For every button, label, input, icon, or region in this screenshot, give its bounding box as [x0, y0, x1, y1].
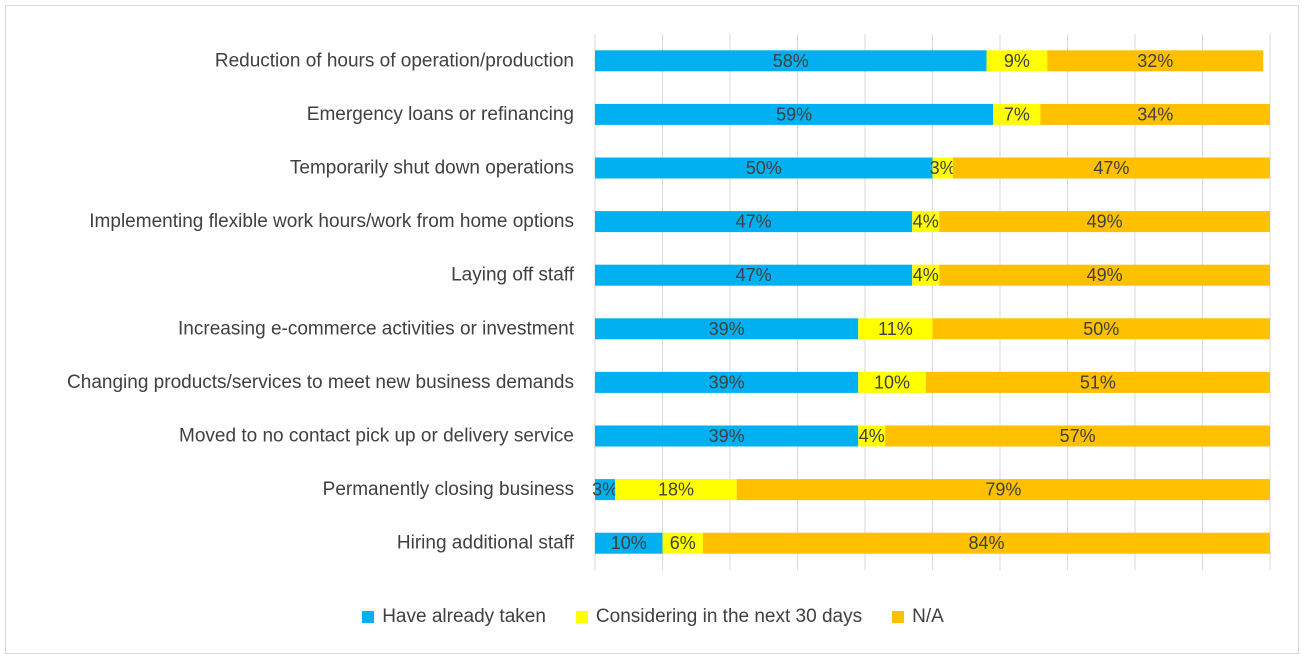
data-label: 4%	[859, 426, 885, 446]
bar-segment	[925, 371, 1270, 393]
bar-segment	[595, 103, 994, 125]
data-label: 18%	[658, 480, 694, 500]
data-label: 3%	[592, 480, 618, 500]
data-label: 47%	[736, 265, 772, 285]
data-label: 10%	[874, 372, 910, 392]
category-label: Changing products/services to meet new b…	[67, 372, 574, 393]
data-label: 49%	[1087, 265, 1123, 285]
bar-segment	[993, 103, 1041, 125]
category-label: Increasing e-commerce activities or inve…	[178, 318, 575, 339]
bar-segment	[858, 371, 926, 393]
data-label: 59%	[776, 104, 812, 124]
category-label: Temporarily shut down operations	[290, 158, 574, 179]
bar-segment	[595, 371, 859, 393]
data-label: 11%	[878, 319, 913, 339]
bar-segment	[595, 425, 859, 447]
bar-segment	[1047, 50, 1264, 72]
data-label: 9%	[1004, 51, 1030, 71]
category-label: Hiring additional staff	[397, 533, 575, 554]
bar-segment	[595, 479, 616, 501]
data-label: 7%	[1004, 104, 1030, 124]
data-label: 39%	[709, 319, 745, 339]
data-label: 57%	[1060, 426, 1096, 446]
data-label: 84%	[968, 533, 1004, 553]
data-label: 50%	[746, 158, 782, 178]
data-label: 51%	[1080, 372, 1116, 392]
legend-item-na: N/A	[892, 606, 944, 628]
legend-swatch-considering	[575, 611, 588, 623]
bar-segment	[595, 318, 859, 340]
bar-segment	[952, 157, 1270, 179]
legend-item-have-already-taken: Have already taken	[362, 606, 546, 628]
data-label: 47%	[1093, 158, 1129, 178]
data-label: 6%	[670, 533, 696, 553]
data-label: 47%	[736, 212, 772, 232]
category-labels: Reduction of hours of operation/producti…	[67, 50, 575, 553]
bar-segment	[662, 532, 703, 554]
category-label: Emergency loans or refinancing	[307, 104, 574, 125]
bar-segment	[912, 211, 940, 233]
data-label: 34%	[1137, 104, 1173, 124]
category-label: Reduction of hours of operation/producti…	[215, 50, 574, 71]
bar-segment	[912, 264, 940, 286]
legend: Have already taken Considering in the ne…	[0, 606, 1306, 628]
bar-segment	[1040, 103, 1270, 125]
category-label: Implementing flexible work hours/work fr…	[89, 211, 574, 232]
bar-segment	[939, 264, 1270, 286]
data-label: 58%	[773, 51, 809, 71]
category-label: Permanently closing business	[323, 479, 574, 500]
data-label: 39%	[709, 372, 745, 392]
bar-segment	[615, 479, 737, 501]
bar-segment	[932, 157, 953, 179]
legend-swatch-have-already-taken	[362, 611, 375, 623]
bar-segment	[595, 157, 933, 179]
data-label: 79%	[985, 480, 1021, 500]
bar-segment	[932, 318, 1270, 340]
legend-label-na: N/A	[912, 606, 944, 627]
data-label: 4%	[913, 212, 939, 232]
legend-swatch-na	[892, 611, 905, 623]
data-label: 32%	[1137, 51, 1173, 71]
bar-segment	[986, 50, 1048, 72]
bar-segment	[885, 425, 1270, 447]
bar-segment	[939, 211, 1270, 233]
category-label: Moved to no contact pick up or delivery …	[179, 426, 574, 447]
bar-segment	[703, 532, 1270, 554]
data-label: 50%	[1083, 319, 1119, 339]
bar-segment	[858, 425, 886, 447]
legend-label-considering: Considering in the next 30 days	[595, 606, 863, 627]
data-label: 49%	[1087, 212, 1123, 232]
bar-segment	[595, 264, 913, 286]
bar-segment	[595, 532, 663, 554]
bar-segment	[595, 50, 987, 72]
legend-label-have-already-taken: Have already taken	[382, 606, 546, 627]
bar-segment	[736, 479, 1270, 501]
data-label: 39%	[709, 426, 745, 446]
bar-segment	[858, 318, 933, 340]
legend-item-considering: Considering in the next 30 days	[575, 606, 863, 628]
data-label: 3%	[930, 158, 956, 178]
bar-segment	[595, 211, 913, 233]
data-label: 4%	[913, 265, 939, 285]
category-label: Laying off staff	[451, 265, 575, 286]
bars: 58% 9% 32% 59% 7% 34% 50% 3% 47% 47% 4% 49% 47% 4% 49%…	[592, 50, 1270, 554]
data-label: 10%	[611, 533, 647, 553]
